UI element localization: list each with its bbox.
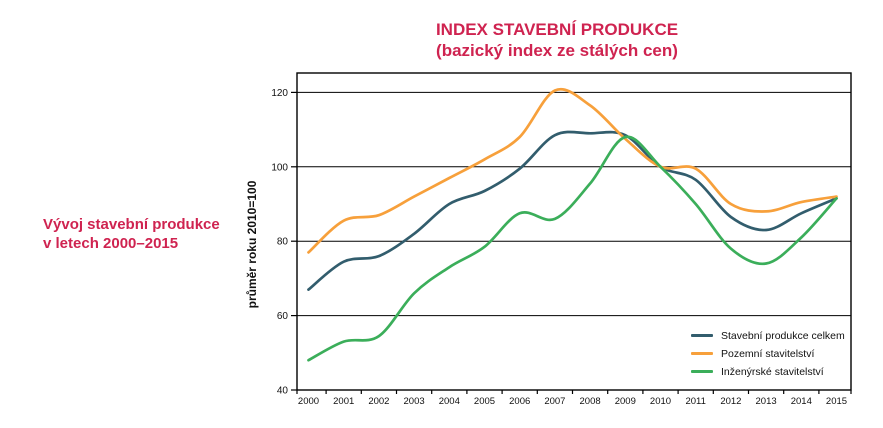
y-tick-label: 120 <box>271 88 288 99</box>
legend-swatch-inzenyrske-line <box>691 370 713 373</box>
x-tick-label: 2009 <box>615 396 636 407</box>
y-tick-label: 80 <box>277 237 289 248</box>
x-tick-label: 2003 <box>404 396 425 407</box>
chart-title-line2: (bazický index ze stálých cen) <box>436 41 678 60</box>
legend-swatch-pozemni-line <box>691 352 713 355</box>
x-tick-label: 2001 <box>333 396 354 407</box>
legend-item-total: Stavební produkce celkem <box>691 329 845 342</box>
series-line-1 <box>307 87 838 254</box>
legend-item-pozemni: Pozemní stavitelství <box>691 347 845 360</box>
chart-title: INDEX STAVEBNÍ PRODUKCE (bazický index z… <box>232 19 882 61</box>
x-tick-label: 2002 <box>368 396 389 407</box>
y-tick-label: 40 <box>277 386 289 397</box>
legend-label-total: Stavební produkce celkem <box>721 329 845 342</box>
plot-border <box>296 72 852 391</box>
x-tick-label: 2007 <box>544 396 565 407</box>
series-line-2 <box>307 135 838 362</box>
x-tick-label: 2004 <box>439 396 460 407</box>
y-tick-label: 100 <box>271 162 288 173</box>
legend-swatch-total-line <box>691 334 713 337</box>
x-tick-label: 2000 <box>298 396 319 407</box>
x-tick-label: 2006 <box>509 396 530 407</box>
series-line-0 <box>307 130 838 291</box>
legend-label-inzenyrske: Inženýrské stavitelství <box>721 365 824 378</box>
y-tick-label: 60 <box>277 311 289 322</box>
legend-item-inzenyrske: Inženýrské stavitelství <box>691 365 845 378</box>
side-caption: Vývoj stavební produkce v letech 2000–20… <box>43 215 220 253</box>
x-tick-label: 2012 <box>720 396 741 407</box>
x-tick-label: 2013 <box>756 396 777 407</box>
x-tick-label: 2010 <box>650 396 671 407</box>
x-tick-label: 2008 <box>580 396 601 407</box>
x-tick-label: 2005 <box>474 396 495 407</box>
x-tick-label: 2011 <box>685 396 705 407</box>
side-caption-line2: v letech 2000–2015 <box>43 235 179 252</box>
side-caption-line1: Vývoj stavební produkce <box>43 216 220 233</box>
chart-legend: Stavební produkce celkem Pozemní stavite… <box>691 329 845 383</box>
chart-title-line1: INDEX STAVEBNÍ PRODUKCE <box>435 20 679 39</box>
x-tick-label: 2015 <box>826 396 847 407</box>
x-tick-label: 2014 <box>791 396 812 407</box>
legend-label-pozemni: Pozemní stavitelství <box>721 347 815 360</box>
